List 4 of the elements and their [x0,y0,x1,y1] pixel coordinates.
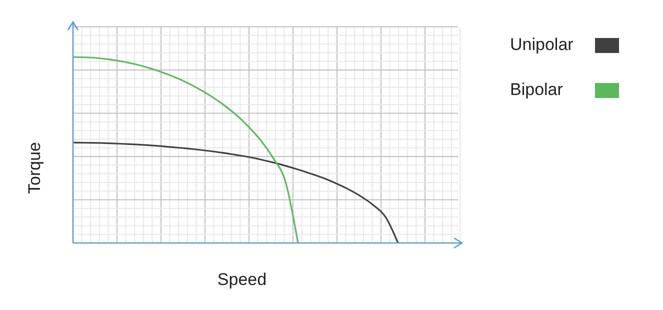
y-axis-title: Torque [25,142,44,194]
legend-label: Bipolar [510,80,564,99]
x-axis-title: Speed [217,270,267,289]
legend-label: Unipolar [510,35,574,54]
